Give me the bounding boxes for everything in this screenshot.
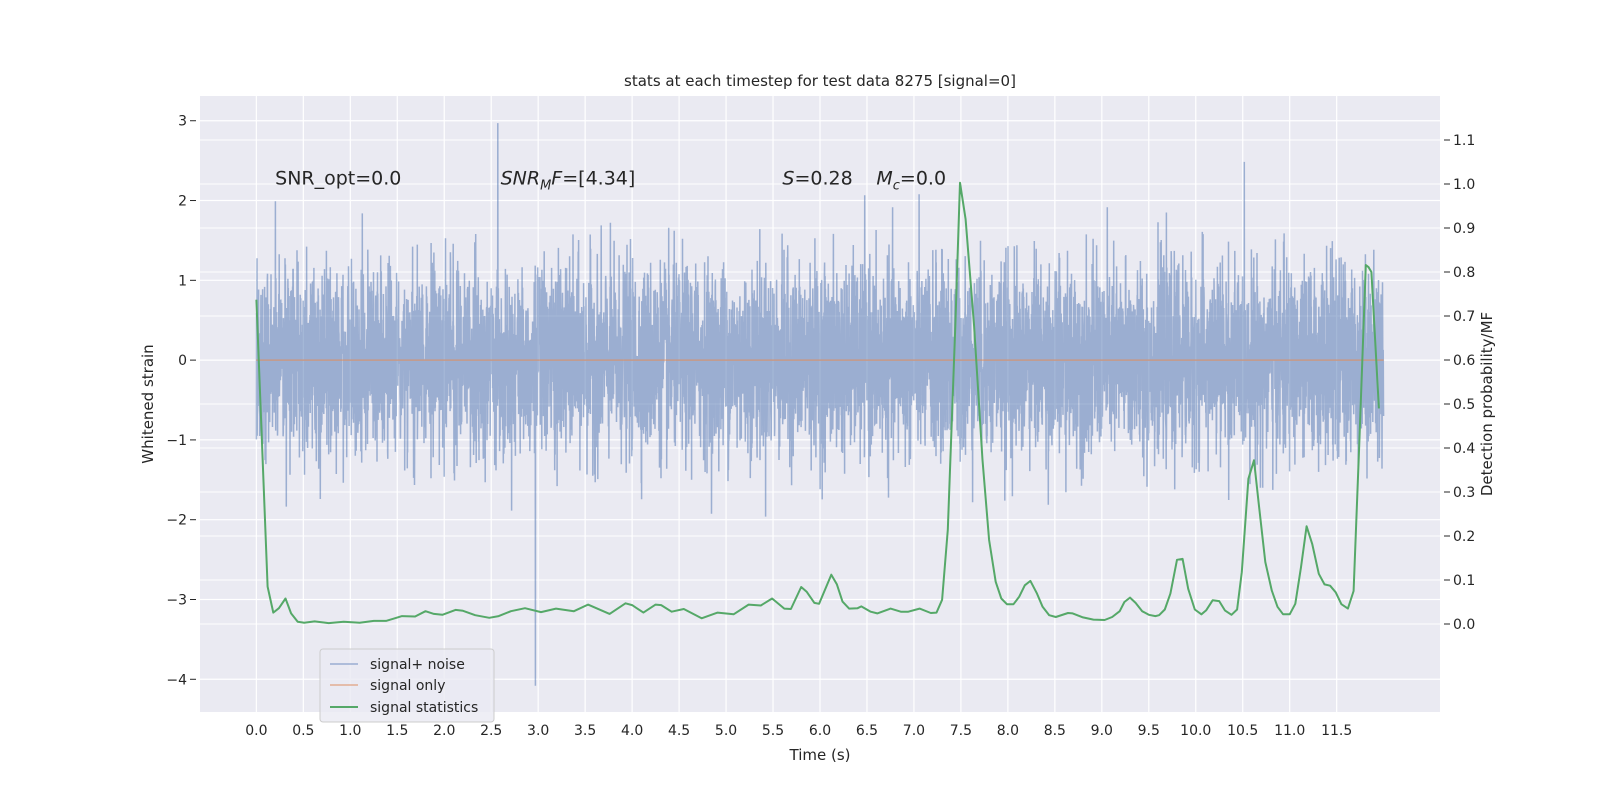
legend-label-noise: signal+ noise bbox=[370, 657, 465, 673]
x-tick-label: 0.0 bbox=[245, 723, 267, 739]
y2-tick-label: 0.4 bbox=[1453, 441, 1475, 457]
x-axis-label: Time (s) bbox=[789, 746, 851, 764]
y-tick-label: −1 bbox=[166, 433, 187, 449]
annotation-segment: S bbox=[782, 168, 794, 190]
y2-tick-label: 0.8 bbox=[1453, 265, 1475, 281]
x-tick-label: 9.5 bbox=[1138, 723, 1160, 739]
legend-label-stats: signal statistics bbox=[370, 700, 478, 716]
annotation-segment: M bbox=[876, 168, 892, 190]
chart-title: stats at each timestep for test data 827… bbox=[624, 72, 1016, 90]
annotation-2: S=0.28 bbox=[782, 168, 852, 190]
y-tick-label: 2 bbox=[178, 194, 187, 210]
x-tick-label: 4.0 bbox=[621, 723, 643, 739]
x-tick-label: 5.0 bbox=[715, 723, 737, 739]
x-tick-label: 8.5 bbox=[1044, 723, 1066, 739]
y2-axis-label: Detection probability/MF bbox=[1478, 312, 1496, 496]
y2-tick-label: 0.3 bbox=[1453, 485, 1475, 501]
annotation-segment: SNR_opt=0.0 bbox=[275, 168, 401, 190]
y2-tick-label: 0.2 bbox=[1453, 529, 1475, 545]
x-tick-label: 10.0 bbox=[1180, 723, 1211, 739]
x-tick-label: 7.0 bbox=[903, 723, 925, 739]
x-tick-label: 3.5 bbox=[574, 723, 596, 739]
x-tick-label: 5.5 bbox=[762, 723, 784, 739]
x-tick-label: 7.5 bbox=[950, 723, 972, 739]
y2-tick-label: 0.5 bbox=[1453, 397, 1475, 413]
y2-tick-label: 0.0 bbox=[1453, 617, 1475, 633]
annotation-segment: =[4.34] bbox=[562, 168, 635, 190]
legend: signal+ noise signal only signal statist… bbox=[320, 649, 494, 722]
y-tick-label: −4 bbox=[166, 672, 187, 688]
x-tick-label: 1.0 bbox=[339, 723, 361, 739]
annotation-segment: =0.28 bbox=[794, 168, 852, 190]
y-tick-label: 0 bbox=[178, 353, 187, 369]
x-tick-label: 4.5 bbox=[668, 723, 690, 739]
annotation-0: SNR_opt=0.0 bbox=[275, 168, 401, 190]
y2-tick-label: 0.1 bbox=[1453, 573, 1475, 589]
annotation-segment: c bbox=[893, 179, 900, 194]
annotation-segment: =0.0 bbox=[900, 168, 946, 190]
x-tick-label: 1.5 bbox=[386, 723, 408, 739]
annotation-segment: SNR bbox=[501, 168, 540, 190]
x-tick-label: 10.5 bbox=[1227, 723, 1258, 739]
x-tick-label: 3.0 bbox=[527, 723, 549, 739]
y2-tick-label: 1.0 bbox=[1453, 177, 1475, 193]
y2-tick-label: 0.7 bbox=[1453, 309, 1475, 325]
x-tick-label: 8.0 bbox=[997, 723, 1019, 739]
y-axis-label: Whitened strain bbox=[139, 344, 157, 463]
x-tick-label: 11.0 bbox=[1274, 723, 1305, 739]
x-tick-label: 2.5 bbox=[480, 723, 502, 739]
x-tick-label: 2.0 bbox=[433, 723, 455, 739]
legend-label-signal: signal only bbox=[370, 678, 445, 694]
x-tick-label: 6.5 bbox=[856, 723, 878, 739]
y-tick-label: −2 bbox=[166, 513, 187, 529]
annotation-segment: M bbox=[540, 179, 551, 194]
x-tick-label: 6.0 bbox=[809, 723, 831, 739]
y-tick-label: −3 bbox=[166, 592, 187, 608]
y2-tick-label: 0.6 bbox=[1453, 353, 1475, 369]
x-tick-label: 0.5 bbox=[292, 723, 314, 739]
y-tick-label: 3 bbox=[178, 114, 187, 130]
x-tick-label: 9.0 bbox=[1091, 723, 1113, 739]
y-tick-label: 1 bbox=[178, 273, 187, 289]
y2-tick-label: 0.9 bbox=[1453, 221, 1475, 237]
y2-tick-label: 1.1 bbox=[1453, 133, 1475, 149]
x-tick-label: 11.5 bbox=[1321, 723, 1352, 739]
